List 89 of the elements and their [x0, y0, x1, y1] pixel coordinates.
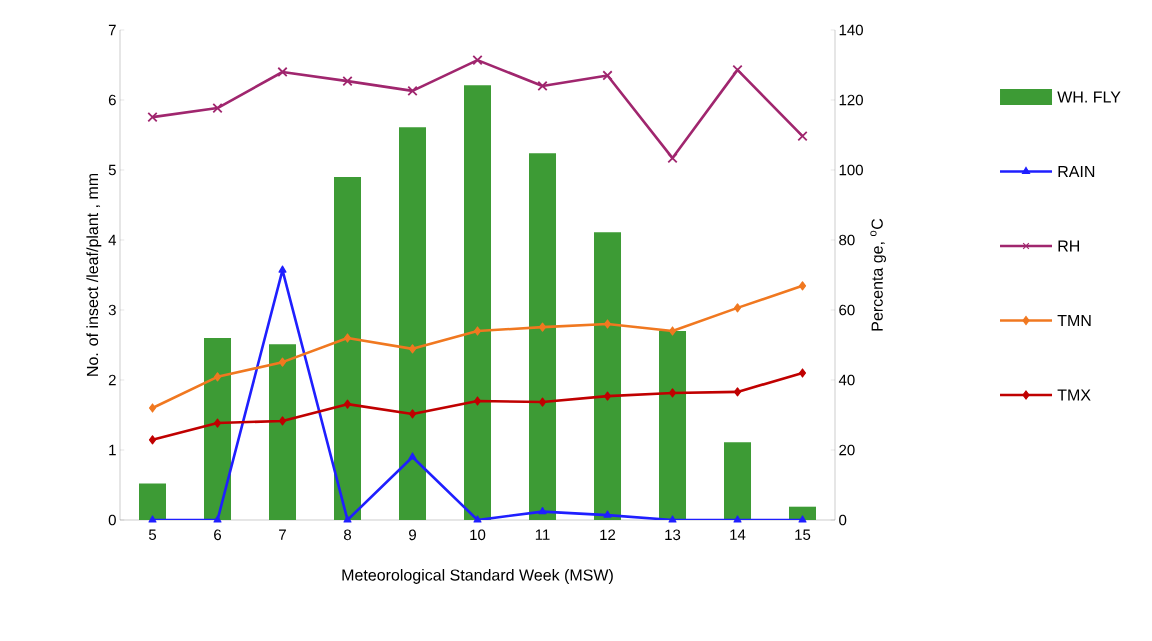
- point: [278, 416, 287, 426]
- point: [603, 319, 612, 329]
- point: [473, 326, 482, 336]
- x-tick-label: 12: [600, 529, 616, 540]
- point: [408, 452, 417, 460]
- point: [212, 102, 223, 114]
- x-tick-label: 8: [343, 529, 352, 541]
- bar: [139, 483, 166, 520]
- point: [797, 130, 808, 142]
- point: [408, 344, 417, 354]
- y2-axis-title: Percenta ge, $^{o}$C: [870, 218, 886, 331]
- y-tick-label: 6: [108, 94, 116, 106]
- y-tick-label: 7: [108, 24, 116, 36]
- point: [473, 515, 482, 523]
- point: [603, 391, 612, 401]
- x-tick-label: 7: [279, 529, 286, 540]
- point: [408, 409, 417, 419]
- legend-label: RH: [1058, 240, 1080, 252]
- point: [538, 507, 547, 515]
- x-tick-label: 10: [470, 529, 486, 541]
- point: [668, 388, 677, 398]
- x-tick-label: 6: [214, 529, 222, 541]
- point: [148, 515, 157, 523]
- point: [278, 357, 287, 367]
- point: [342, 75, 353, 87]
- y2-tick-label: 40: [838, 374, 855, 386]
- point: [603, 510, 612, 518]
- point: [733, 303, 742, 313]
- point: [343, 399, 352, 409]
- y2-tick-label: 60: [839, 304, 855, 316]
- point: [733, 515, 742, 523]
- legend-label: TMX: [1057, 389, 1091, 401]
- point: [147, 112, 158, 123]
- bar: [529, 153, 557, 520]
- point: [798, 281, 807, 291]
- bar: [204, 338, 231, 520]
- point: [213, 372, 222, 382]
- bar: [659, 331, 687, 520]
- x-tick-label: 11: [535, 529, 550, 540]
- legend-label: WH. FLY: [1057, 91, 1121, 103]
- point: [538, 397, 547, 407]
- y2-tick-label: 140: [839, 24, 863, 36]
- x-tick-label: 15: [795, 529, 811, 540]
- y2-tick-label: 120: [839, 94, 863, 106]
- point: [148, 435, 157, 445]
- point: [213, 418, 222, 428]
- x-tick-label: 14: [730, 529, 746, 540]
- point: [733, 387, 742, 397]
- bar: [724, 442, 752, 520]
- y-tick-label: 4: [108, 234, 117, 246]
- point: [343, 515, 352, 523]
- point: [343, 333, 352, 343]
- point: [473, 396, 482, 406]
- point: [213, 515, 222, 523]
- y2-tick-label: 100: [839, 164, 863, 176]
- x-axis-title: Meteorological Standard Week (MSW): [342, 568, 613, 584]
- y-tick-label: 3: [108, 304, 116, 316]
- y-tick-label: 2: [108, 374, 116, 386]
- y-axis-title: No. of insect /leaf/plant , mm: [86, 173, 102, 376]
- x-tick-label: 13: [665, 529, 681, 541]
- y-tick-label: 1: [109, 444, 116, 456]
- x-tick-label: 9: [409, 529, 416, 541]
- point: [668, 515, 677, 523]
- y2-tick-label: 0: [839, 514, 847, 526]
- bar: [594, 232, 622, 520]
- point: [798, 515, 807, 523]
- point: [278, 265, 287, 273]
- point: [148, 403, 157, 413]
- bar: [399, 127, 426, 520]
- x-tick-label: 5: [148, 529, 157, 540]
- bar: [464, 85, 491, 520]
- y2-tick-label: 20: [839, 444, 855, 456]
- legend-label: RAIN: [1058, 165, 1095, 177]
- point: [798, 368, 807, 378]
- point: [407, 85, 418, 97]
- point: [277, 66, 288, 78]
- bar: [334, 177, 361, 520]
- bar: [789, 506, 817, 520]
- y-tick-label: 5: [108, 164, 116, 176]
- point: [537, 80, 548, 92]
- point: [472, 54, 483, 66]
- point: [602, 70, 613, 81]
- point: [668, 326, 677, 336]
- y-tick-label: 0: [108, 514, 116, 526]
- point: [538, 322, 547, 332]
- point: [732, 64, 743, 76]
- bar: [269, 344, 296, 520]
- y2-tick-label: 80: [839, 234, 855, 246]
- legend-label: TMN: [1057, 314, 1091, 326]
